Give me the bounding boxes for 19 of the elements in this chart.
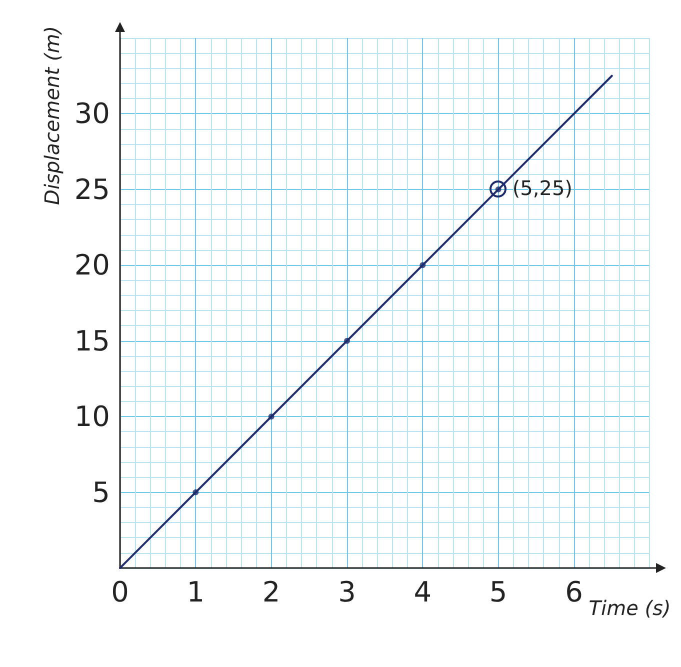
point <box>420 262 426 268</box>
y-tick-label: 20 <box>74 248 110 282</box>
point <box>192 489 199 496</box>
y-axis-title: Displacement (m) <box>40 26 64 205</box>
y-tick-label: 30 <box>74 97 110 130</box>
y-tick-label: 25 <box>74 172 110 206</box>
y-tick-label: 15 <box>74 324 110 358</box>
x-tick-label: 5 <box>489 576 508 608</box>
x-tick-label: 0 <box>111 576 129 608</box>
point <box>268 414 274 420</box>
x-tick-label: 6 <box>565 576 583 608</box>
x-tick-label: 3 <box>338 576 356 608</box>
point <box>344 338 350 344</box>
x-tick-label: 4 <box>414 576 432 608</box>
x-tick-label: 1 <box>186 576 205 608</box>
y-tick-label: 10 <box>74 400 110 434</box>
y-tick-label: 5 <box>92 476 110 509</box>
x-axis-title: Time (s) <box>588 596 671 620</box>
x-tick-label: 2 <box>262 576 280 608</box>
